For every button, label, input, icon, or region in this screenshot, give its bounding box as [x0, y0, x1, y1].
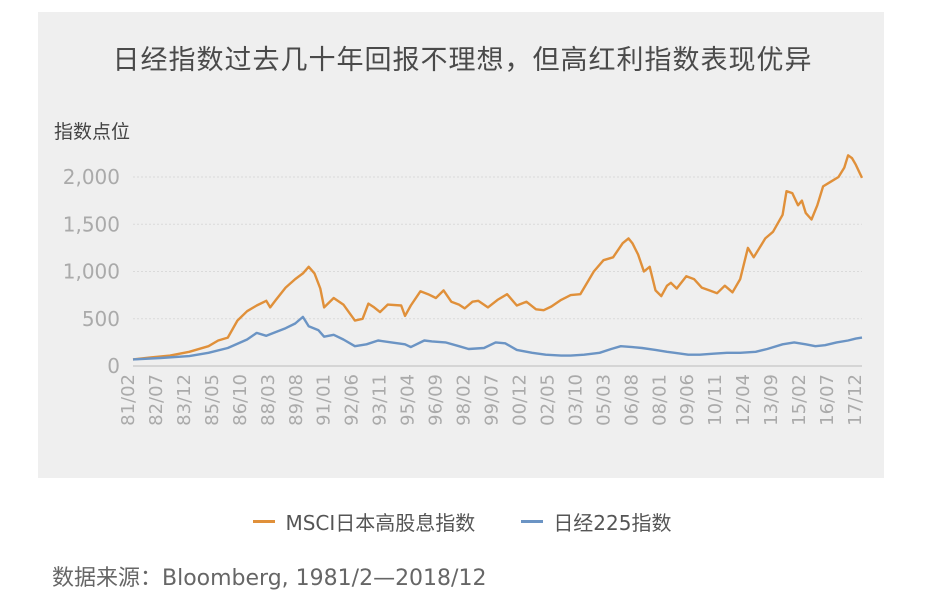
y-tick-label: 0	[107, 354, 120, 378]
y-tick-label: 500	[82, 307, 120, 331]
y-tick-label: 2,000	[63, 165, 120, 189]
x-tick-label: 05/03	[593, 374, 614, 426]
x-tick-label: 82/07	[146, 374, 167, 426]
legend-swatch-nikkei	[521, 520, 544, 523]
x-tick-label: 85/05	[202, 374, 223, 426]
x-tick-label: 92/06	[342, 374, 363, 426]
x-tick-label: 00/12	[509, 374, 530, 426]
y-tick-label: 1,000	[63, 260, 120, 284]
legend-label-nikkei: 日经225指数	[553, 511, 672, 535]
legend-item-nikkei: 日经225指数	[521, 507, 672, 536]
x-tick-label: 12/04	[733, 374, 754, 426]
x-tick-label: 88/03	[258, 374, 279, 426]
x-tick-label: 17/12	[845, 374, 866, 426]
chart-title: 日经指数过去几十年回报不理想，但高红利指数表现优异	[112, 45, 813, 76]
legend-swatch-msci	[253, 520, 276, 523]
x-tick-label: 98/02	[454, 374, 475, 426]
x-tick-label: 08/01	[649, 374, 670, 426]
x-tick-label: 06/08	[621, 374, 642, 426]
y-axis-label: 指数点位	[54, 121, 131, 143]
x-tick-label: 91/01	[314, 374, 335, 426]
x-tick-label: 15/02	[789, 374, 810, 426]
x-tick-label: 83/12	[174, 374, 195, 426]
x-tick-label: 93/11	[370, 374, 391, 426]
x-tick-label: 99/07	[482, 374, 503, 426]
y-tick-label: 1,500	[63, 212, 120, 236]
x-tick-label: 95/04	[398, 374, 419, 426]
chart-panel	[38, 12, 884, 478]
x-tick-label: 13/09	[761, 374, 782, 426]
legend: MSCI日本高股息指数 日经225指数	[0, 507, 925, 536]
x-tick-label: 09/06	[677, 374, 698, 426]
x-tick-label: 89/08	[286, 374, 307, 426]
x-tick-label: 81/02	[118, 374, 139, 426]
series-line-msci	[132, 154, 864, 361]
x-tick-label: 02/05	[537, 374, 558, 426]
series-line-nikkei	[132, 315, 863, 361]
x-tick-label: 86/10	[230, 374, 251, 426]
legend-item-msci: MSCI日本高股息指数	[253, 507, 475, 536]
x-tick-label: 16/07	[817, 374, 838, 426]
x-tick-label: 10/11	[705, 374, 726, 426]
legend-label-msci: MSCI日本高股息指数	[285, 511, 476, 535]
x-tick-label: 03/10	[565, 374, 586, 426]
x-tick-label: 96/09	[426, 374, 447, 426]
source-note: 数据来源：Bloomberg, 1981/2—2018/12	[52, 566, 487, 591]
